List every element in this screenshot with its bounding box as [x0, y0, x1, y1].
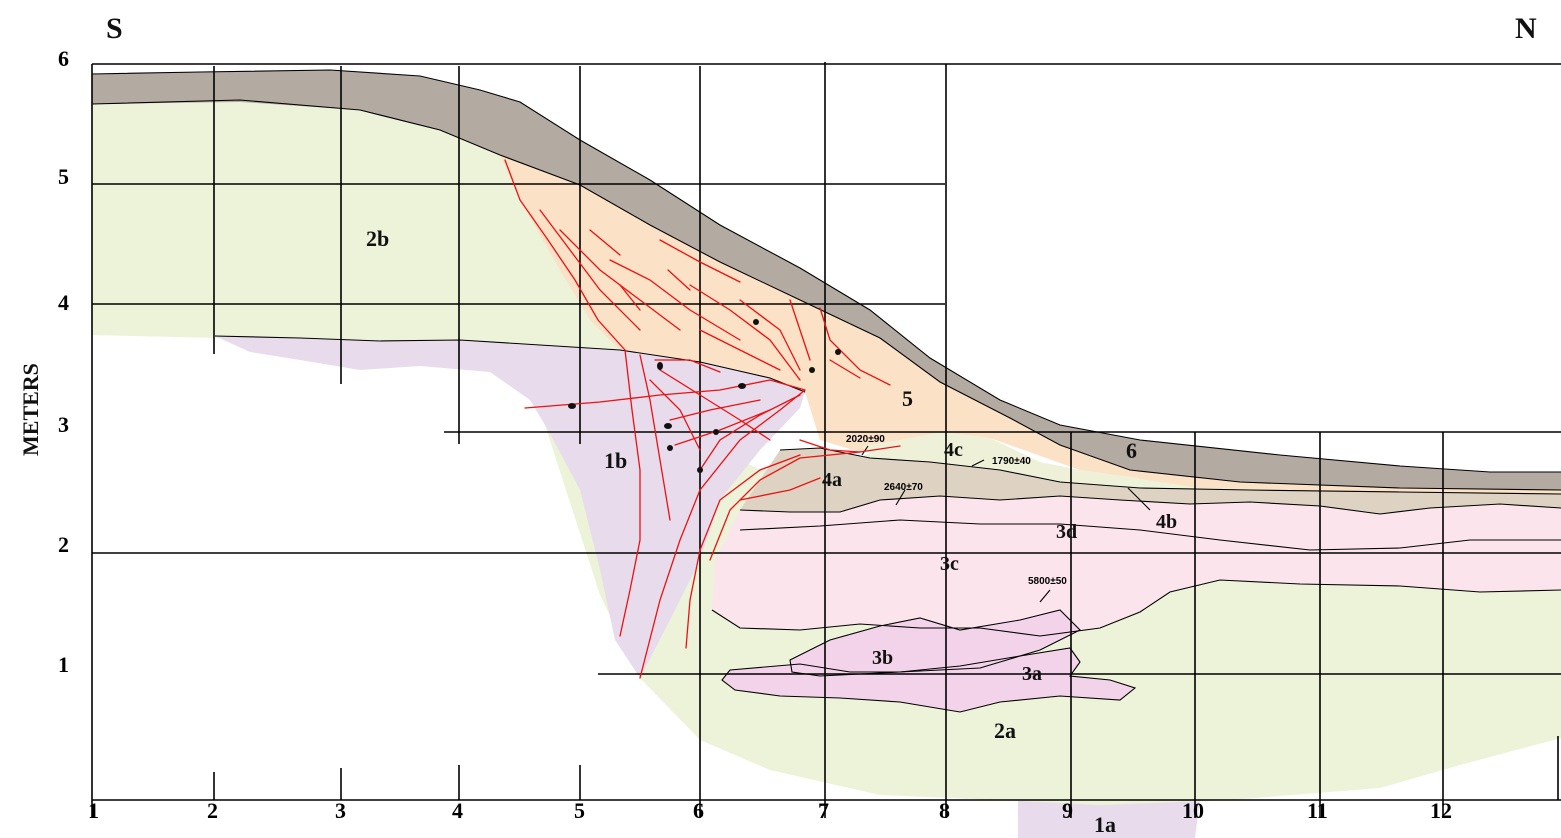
y-tick-5: 5: [58, 164, 69, 189]
grid-lines: [91, 62, 1561, 818]
y-tick-3: 3: [58, 412, 69, 437]
label-unit-3c: 3c: [940, 553, 959, 575]
x-tick-1: 1: [88, 798, 99, 823]
radiocarbon-dates: 2020±90 1790±40 2640±70 5800±50: [846, 434, 1067, 587]
label-unit-2a: 2a: [994, 718, 1016, 743]
date-label-2: 1790±40: [992, 456, 1031, 467]
date-label-3: 2640±70: [884, 482, 923, 493]
label-unit-5: 5: [902, 386, 913, 411]
y-tick-2: 2: [58, 532, 69, 557]
x-tick-12: 12: [1430, 798, 1452, 823]
unit-1b-area: [215, 336, 805, 678]
y-axis-ticks: 1 2 3 4 5 6: [58, 46, 69, 677]
x-tick-2: 2: [207, 798, 218, 823]
label-unit-2b: 2b: [366, 226, 389, 251]
label-unit-4c: 4c: [944, 439, 963, 461]
x-tick-11: 11: [1307, 798, 1328, 823]
label-unit-3a: 3a: [1022, 663, 1042, 685]
date-label-1: 2020±90: [846, 434, 885, 445]
unit-boundaries: [91, 69, 1561, 713]
label-unit-6: 6: [1126, 438, 1137, 463]
clasts: [568, 319, 841, 473]
x-axis-ticks: 1 2 3 4 5 6 7 8 9 10 11 12: [88, 798, 1452, 823]
label-unit-3d: 3d: [1056, 521, 1077, 543]
x-tick-4: 4: [452, 798, 463, 823]
label-unit-1b: 1b: [604, 448, 627, 473]
x-tick-6: 6: [693, 798, 704, 823]
y-tick-1: 1: [58, 652, 69, 677]
label-unit-1a: 1a: [1094, 812, 1116, 837]
y-tick-6: 6: [58, 46, 69, 71]
x-tick-5: 5: [574, 798, 585, 823]
label-unit-3b: 3b: [872, 647, 893, 669]
unit-5-area: [500, 155, 1561, 495]
label-unit-4a: 4a: [822, 469, 842, 491]
date-label-4: 5800±50: [1028, 576, 1067, 587]
y-axis-label: METERS: [18, 363, 43, 456]
x-tick-9: 9: [1062, 798, 1073, 823]
y-tick-4: 4: [58, 290, 69, 315]
unit-1a-area: [1018, 800, 1200, 838]
orientation-south: S: [106, 12, 123, 45]
unit-labels: 6 5 4c 4a 4b 3d 3c 3b 3a 2a 2b 1b 1a: [366, 226, 1177, 837]
x-tick-7: 7: [818, 798, 829, 823]
unit-4c-area: [860, 432, 1140, 484]
orientation-north: N: [1515, 12, 1537, 45]
x-tick-3: 3: [335, 798, 346, 823]
x-tick-8: 8: [939, 798, 950, 823]
fractures: [504, 159, 901, 679]
x-tick-10: 10: [1182, 798, 1204, 823]
label-unit-4b: 4b: [1156, 511, 1177, 533]
unit-3-area: [712, 496, 1561, 636]
